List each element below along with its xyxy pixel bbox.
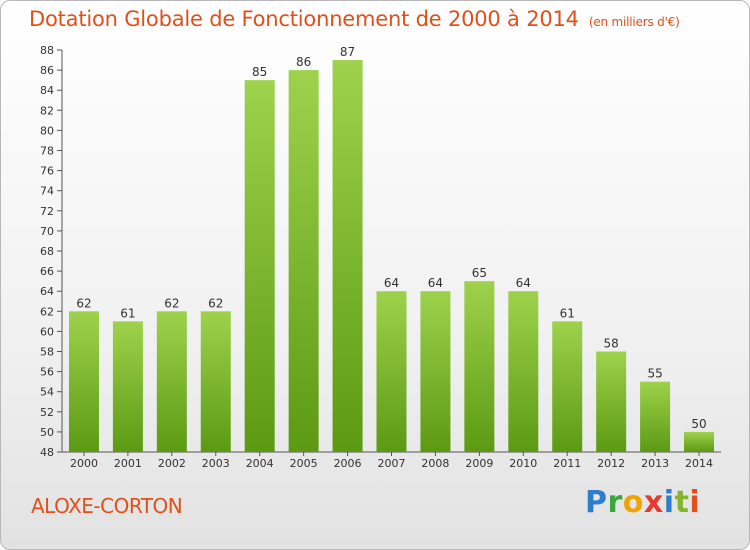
proxiti-logo: Proxiti <box>585 485 701 520</box>
bar <box>464 281 495 452</box>
y-tick-label: 70 <box>40 225 54 238</box>
bar <box>420 291 451 452</box>
y-tick-label: 60 <box>40 325 54 338</box>
bar <box>68 311 99 452</box>
y-tick-label: 74 <box>40 185 54 198</box>
bar <box>376 291 407 452</box>
bar-value-label: 86 <box>296 55 311 69</box>
y-tick-label: 54 <box>40 386 54 399</box>
bar <box>508 291 539 452</box>
x-tick-label: 2005 <box>290 457 318 470</box>
bar <box>596 351 627 452</box>
y-tick-label: 56 <box>40 366 54 379</box>
x-tick-label: 2003 <box>202 457 230 470</box>
x-tick-label: 2002 <box>158 457 186 470</box>
y-tick-label: 78 <box>40 145 54 158</box>
y-tick-label: 50 <box>40 426 54 439</box>
chart-title: Dotation Globale de Fonctionnement de 20… <box>29 7 680 31</box>
y-tick-label: 68 <box>40 245 54 258</box>
y-tick-label: 72 <box>40 205 54 218</box>
y-tick-label: 76 <box>40 165 54 178</box>
y-tick-label: 64 <box>40 285 54 298</box>
bar-value-label: 55 <box>647 367 662 381</box>
commune-name: ALOXE-CORTON <box>31 494 183 518</box>
x-tick-label: 2008 <box>421 457 449 470</box>
chart-title-text: Dotation Globale de Fonctionnement de 20… <box>29 7 579 31</box>
bar-value-label: 61 <box>560 306 575 320</box>
x-tick-label: 2007 <box>378 457 406 470</box>
bar-value-label: 85 <box>252 65 267 79</box>
y-tick-label: 48 <box>40 446 54 459</box>
x-tick-label: 2013 <box>641 457 669 470</box>
x-tick-label: 2001 <box>114 457 142 470</box>
y-tick-label: 66 <box>40 265 54 278</box>
x-tick-label: 2010 <box>509 457 537 470</box>
bar-value-label: 50 <box>691 417 706 431</box>
y-tick-label: 82 <box>40 104 54 117</box>
bar <box>552 321 583 452</box>
bar <box>640 381 671 452</box>
x-tick-label: 2014 <box>685 457 713 470</box>
bar <box>684 431 715 452</box>
bar-value-label: 64 <box>384 276 399 290</box>
y-tick-label: 86 <box>40 64 54 77</box>
bar <box>200 311 231 452</box>
x-tick-label: 2011 <box>553 457 581 470</box>
y-tick-label: 62 <box>40 305 54 318</box>
x-tick-label: 2006 <box>334 457 362 470</box>
x-tick-label: 2004 <box>246 457 274 470</box>
bar-value-label: 62 <box>76 296 91 310</box>
bar <box>244 80 275 453</box>
bar-value-label: 62 <box>208 296 223 310</box>
x-tick-label: 2000 <box>70 457 98 470</box>
y-tick-label: 84 <box>40 84 54 97</box>
bar-value-label: 64 <box>516 276 531 290</box>
y-tick-label: 58 <box>40 346 54 359</box>
bar <box>156 311 187 452</box>
bar-value-label: 65 <box>472 266 487 280</box>
bar <box>288 70 319 452</box>
bar <box>112 321 143 452</box>
y-tick-label: 52 <box>40 406 54 419</box>
bar-value-label: 64 <box>428 276 443 290</box>
y-tick-label: 80 <box>40 124 54 137</box>
bar-value-label: 58 <box>604 337 619 351</box>
x-tick-label: 2012 <box>597 457 625 470</box>
x-tick-label: 2009 <box>465 457 493 470</box>
bar-value-label: 61 <box>120 306 135 320</box>
bar <box>332 60 363 453</box>
chart-unit: (en milliers d'€) <box>588 15 680 29</box>
bar-value-label: 87 <box>340 45 355 59</box>
y-tick-label: 88 <box>40 44 54 57</box>
bar-value-label: 62 <box>164 296 179 310</box>
